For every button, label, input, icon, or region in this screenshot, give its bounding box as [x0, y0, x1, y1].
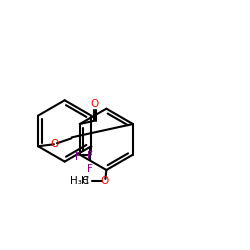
Text: F: F — [76, 152, 81, 162]
Text: H₃C: H₃C — [70, 176, 89, 186]
Text: F: F — [87, 164, 93, 174]
Text: O: O — [100, 176, 108, 186]
Text: O: O — [90, 98, 98, 108]
Text: O: O — [51, 139, 59, 149]
Text: F: F — [87, 151, 93, 161]
Text: H: H — [82, 176, 89, 186]
